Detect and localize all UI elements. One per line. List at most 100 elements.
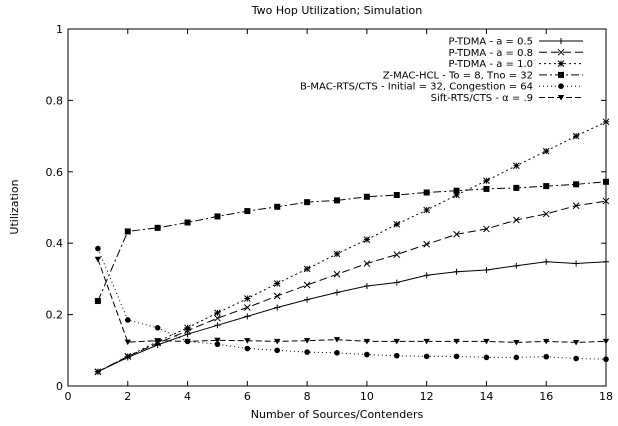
series-1: [94, 197, 610, 376]
data-point: [214, 337, 221, 344]
data-point: [363, 260, 371, 267]
data-point: [572, 202, 580, 210]
data-point: [154, 224, 161, 231]
x-tick-label: 8: [304, 390, 311, 403]
data-point: [603, 356, 609, 363]
series-3: [94, 178, 609, 305]
y-tick-label: 0.6: [46, 166, 64, 179]
x-tick-label: 4: [184, 390, 191, 403]
data-point: [602, 118, 610, 126]
series-line: [97, 121, 607, 373]
data-point: [603, 178, 609, 185]
data-point: [423, 272, 430, 279]
data-point: [304, 199, 311, 206]
legend-swatch-marker: [557, 60, 565, 67]
data-point: [423, 240, 431, 248]
data-point: [363, 338, 371, 345]
data-point: [483, 354, 490, 361]
data-point: [333, 250, 341, 258]
data-point: [214, 309, 221, 317]
data-point: [303, 281, 311, 289]
data-point: [184, 219, 191, 226]
data-point: [513, 184, 520, 191]
legend-label: P-TDMA - a = 0.5: [448, 37, 533, 48]
series-2: [94, 118, 610, 376]
data-point: [244, 345, 251, 352]
data-point: [303, 265, 311, 273]
legend-swatch-marker: [558, 83, 564, 89]
series-line: [97, 181, 607, 302]
data-point: [243, 295, 251, 302]
data-point: [453, 187, 460, 194]
data-point: [333, 270, 341, 278]
data-point: [124, 339, 131, 346]
data-point: [543, 183, 550, 190]
data-point: [542, 210, 550, 218]
data-point: [334, 349, 340, 356]
data-point: [304, 349, 310, 355]
data-point: [453, 191, 460, 199]
legend-swatch-marker: [558, 71, 564, 78]
data-point: [513, 354, 520, 361]
data-point: [94, 298, 101, 305]
data-point: [274, 304, 281, 311]
data-point: [124, 228, 131, 235]
y-axis-label: Utilization: [8, 179, 21, 234]
data-point: [393, 251, 401, 258]
data-point: [483, 225, 490, 233]
data-point: [243, 304, 251, 311]
y-tick-label: 1: [56, 23, 63, 36]
x-tick-label: 0: [65, 390, 72, 403]
data-point: [512, 162, 520, 170]
series-line: [97, 200, 607, 373]
data-point: [483, 338, 490, 345]
series-line: [97, 261, 607, 373]
series-5: [94, 256, 610, 346]
data-point: [393, 338, 400, 345]
chart-title: Two Hop Utilization; Simulation: [251, 4, 423, 17]
x-tick-label: 6: [244, 390, 251, 403]
data-point: [453, 338, 460, 345]
data-point: [244, 338, 251, 344]
data-point: [304, 296, 311, 303]
data-point: [214, 322, 221, 329]
data-point: [572, 339, 580, 346]
data-point: [573, 355, 579, 362]
data-point: [333, 337, 341, 343]
data-point: [274, 203, 281, 210]
x-tick-label: 18: [599, 390, 613, 403]
x-tick-label: 10: [360, 390, 374, 403]
series-4: [95, 245, 609, 363]
data-point: [184, 338, 191, 345]
data-point: [364, 351, 370, 358]
data-point: [363, 236, 371, 243]
legend-label: P-TDMA - a = 1.0: [448, 59, 533, 70]
data-point: [543, 353, 550, 360]
y-tick-label: 0.4: [46, 237, 64, 250]
data-point: [453, 268, 460, 275]
data-point: [393, 220, 401, 228]
data-point: [423, 206, 431, 214]
series-line: [97, 248, 607, 360]
data-point: [573, 181, 580, 188]
y-tick-label: 0.2: [46, 309, 64, 322]
data-point: [512, 216, 520, 224]
data-point: [303, 338, 311, 344]
y-tick-label: 0.8: [46, 94, 64, 107]
data-point: [95, 245, 101, 252]
data-point: [513, 262, 520, 269]
legend-swatch-marker: [557, 48, 565, 56]
data-point: [453, 230, 460, 238]
data-point: [214, 314, 221, 322]
data-point: [363, 283, 370, 290]
series-line: [97, 259, 607, 343]
data-point: [154, 338, 161, 344]
x-tick-label: 14: [479, 390, 493, 403]
data-point: [244, 313, 251, 320]
data-point: [543, 258, 550, 265]
x-tick-label: 12: [420, 390, 434, 403]
series-lines: [94, 118, 610, 376]
data-point: [573, 260, 580, 267]
data-point: [602, 338, 610, 345]
